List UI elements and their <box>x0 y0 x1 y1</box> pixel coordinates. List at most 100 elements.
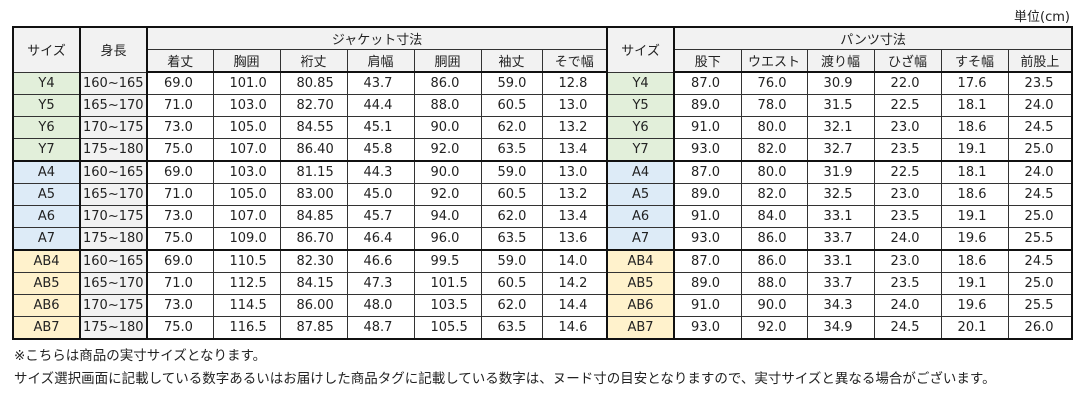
pants-value-cell: 93.0 <box>673 316 742 340</box>
jacket-value-cell: 13.4 <box>541 205 608 228</box>
size-chart-table: サイズ 身長 ジャケット寸法 サイズ パンツ寸法 着丈 胸囲 裄丈 肩幅 胴囲 袖丈 そで幅… <box>12 26 1074 340</box>
jacket-value-cell: 60.5 <box>480 183 543 206</box>
jacket-value-cell: 48.0 <box>346 294 415 317</box>
jacket-value-cell: 46.6 <box>346 249 415 273</box>
height-cell: 170~175 <box>79 294 148 317</box>
table-row: Y4 160~165 69.0 101.0 80.85 43.7 86.0 59.0 12.8 Y… <box>12 71 1073 95</box>
pants-value-cell: 23.5 <box>873 272 942 295</box>
pants-size-cell: AB4 <box>606 249 676 273</box>
size-cell: AB7 <box>12 316 81 340</box>
jacket-value-cell: 92.0 <box>413 138 482 162</box>
size-cell: AB4 <box>12 249 81 273</box>
header-pants-size: サイズ <box>606 26 676 73</box>
jacket-value-cell: 92.0 <box>413 183 482 206</box>
pants-value-cell: 18.1 <box>940 160 1009 184</box>
pants-value-cell: 31.9 <box>806 160 875 184</box>
pants-value-cell: 18.6 <box>940 183 1009 206</box>
jacket-value-cell: 60.5 <box>480 94 543 117</box>
pants-value-cell: 33.1 <box>806 205 875 228</box>
jacket-value-cell: 101.5 <box>413 272 482 295</box>
jacket-value-cell: 14.2 <box>541 272 608 295</box>
pants-value-cell: 32.5 <box>806 183 875 206</box>
pants-value-cell: 93.0 <box>673 138 742 162</box>
jacket-value-cell: 59.0 <box>480 160 543 184</box>
pants-value-cell: 80.0 <box>740 116 808 139</box>
jacket-value-cell: 71.0 <box>146 272 214 295</box>
height-cell: 170~175 <box>79 205 148 228</box>
jacket-value-cell: 69.0 <box>146 160 214 184</box>
pants-size-cell: AB5 <box>606 272 676 295</box>
jacket-value-cell: 105.0 <box>212 116 281 139</box>
pants-value-cell: 23.0 <box>873 116 942 139</box>
jacket-value-cell: 14.4 <box>541 294 608 317</box>
jacket-value-cell: 81.15 <box>279 160 348 184</box>
pants-value-cell: 18.1 <box>940 94 1009 117</box>
jacket-value-cell: 86.00 <box>279 294 348 317</box>
jacket-value-cell: 13.2 <box>541 183 608 206</box>
jacket-value-cell: 13.0 <box>541 160 608 184</box>
jacket-value-cell: 116.5 <box>212 316 281 340</box>
jacket-value-cell: 88.0 <box>413 94 482 117</box>
jacket-value-cell: 82.30 <box>279 249 348 273</box>
header-jacket-col: 胸囲 <box>212 49 281 73</box>
jacket-value-cell: 45.0 <box>346 183 415 206</box>
jacket-value-cell: 71.0 <box>146 183 214 206</box>
height-cell: 170~175 <box>79 116 148 139</box>
height-cell: 175~180 <box>79 227 148 251</box>
jacket-value-cell: 69.0 <box>146 249 214 273</box>
jacket-value-cell: 90.0 <box>413 116 482 139</box>
jacket-value-cell: 103.5 <box>413 294 482 317</box>
jacket-value-cell: 110.5 <box>212 249 281 273</box>
jacket-value-cell: 75.0 <box>146 316 214 340</box>
pants-value-cell: 82.0 <box>740 183 808 206</box>
jacket-value-cell: 90.0 <box>413 160 482 184</box>
pants-size-cell: A7 <box>606 227 676 251</box>
height-cell: 165~170 <box>79 272 148 295</box>
header-pants-col: ひざ幅 <box>873 49 942 73</box>
jacket-value-cell: 82.70 <box>279 94 348 117</box>
jacket-value-cell: 14.0 <box>541 249 608 273</box>
pants-value-cell: 92.0 <box>740 316 808 340</box>
pants-size-cell: A5 <box>606 183 676 206</box>
pants-value-cell: 25.0 <box>1007 205 1073 228</box>
jacket-value-cell: 60.5 <box>480 272 543 295</box>
pants-value-cell: 24.0 <box>1007 94 1073 117</box>
jacket-value-cell: 107.0 <box>212 138 281 162</box>
jacket-value-cell: 96.0 <box>413 227 482 251</box>
jacket-value-cell: 84.55 <box>279 116 348 139</box>
pants-value-cell: 23.0 <box>873 183 942 206</box>
jacket-value-cell: 44.3 <box>346 160 415 184</box>
notes: ※こちらは商品の実寸サイズとなります。 サイズ選択画面に記載している数字あるいは… <box>14 345 996 391</box>
height-cell: 160~165 <box>79 71 148 95</box>
pants-value-cell: 78.0 <box>740 94 808 117</box>
pants-size-cell: Y6 <box>606 116 676 139</box>
pants-value-cell: 17.6 <box>940 71 1009 95</box>
header-jacket-col: 胴囲 <box>413 49 482 73</box>
pants-value-cell: 84.0 <box>740 205 808 228</box>
jacket-value-cell: 99.5 <box>413 249 482 273</box>
height-cell: 165~170 <box>79 183 148 206</box>
pants-value-cell: 91.0 <box>673 116 742 139</box>
height-cell: 160~165 <box>79 160 148 184</box>
pants-size-cell: Y7 <box>606 138 676 162</box>
header-size: サイズ <box>12 26 81 73</box>
header-pants-col: ウエスト <box>740 49 808 73</box>
jacket-value-cell: 103.0 <box>212 94 281 117</box>
jacket-value-cell: 47.3 <box>346 272 415 295</box>
header-pants-col: すそ幅 <box>940 49 1009 73</box>
pants-value-cell: 93.0 <box>673 227 742 251</box>
jacket-value-cell: 14.6 <box>541 316 608 340</box>
jacket-value-cell: 75.0 <box>146 227 214 251</box>
size-cell: Y6 <box>12 116 81 139</box>
header-jacket-group: ジャケット寸法 <box>146 26 608 50</box>
jacket-value-cell: 101.0 <box>212 71 281 95</box>
size-cell: AB6 <box>12 294 81 317</box>
jacket-value-cell: 46.4 <box>346 227 415 251</box>
pants-value-cell: 25.5 <box>1007 294 1073 317</box>
jacket-value-cell: 80.85 <box>279 71 348 95</box>
pants-value-cell: 34.9 <box>806 316 875 340</box>
pants-value-cell: 24.0 <box>873 227 942 251</box>
pants-value-cell: 25.0 <box>1007 272 1073 295</box>
pants-value-cell: 18.6 <box>940 249 1009 273</box>
jacket-value-cell: 109.0 <box>212 227 281 251</box>
